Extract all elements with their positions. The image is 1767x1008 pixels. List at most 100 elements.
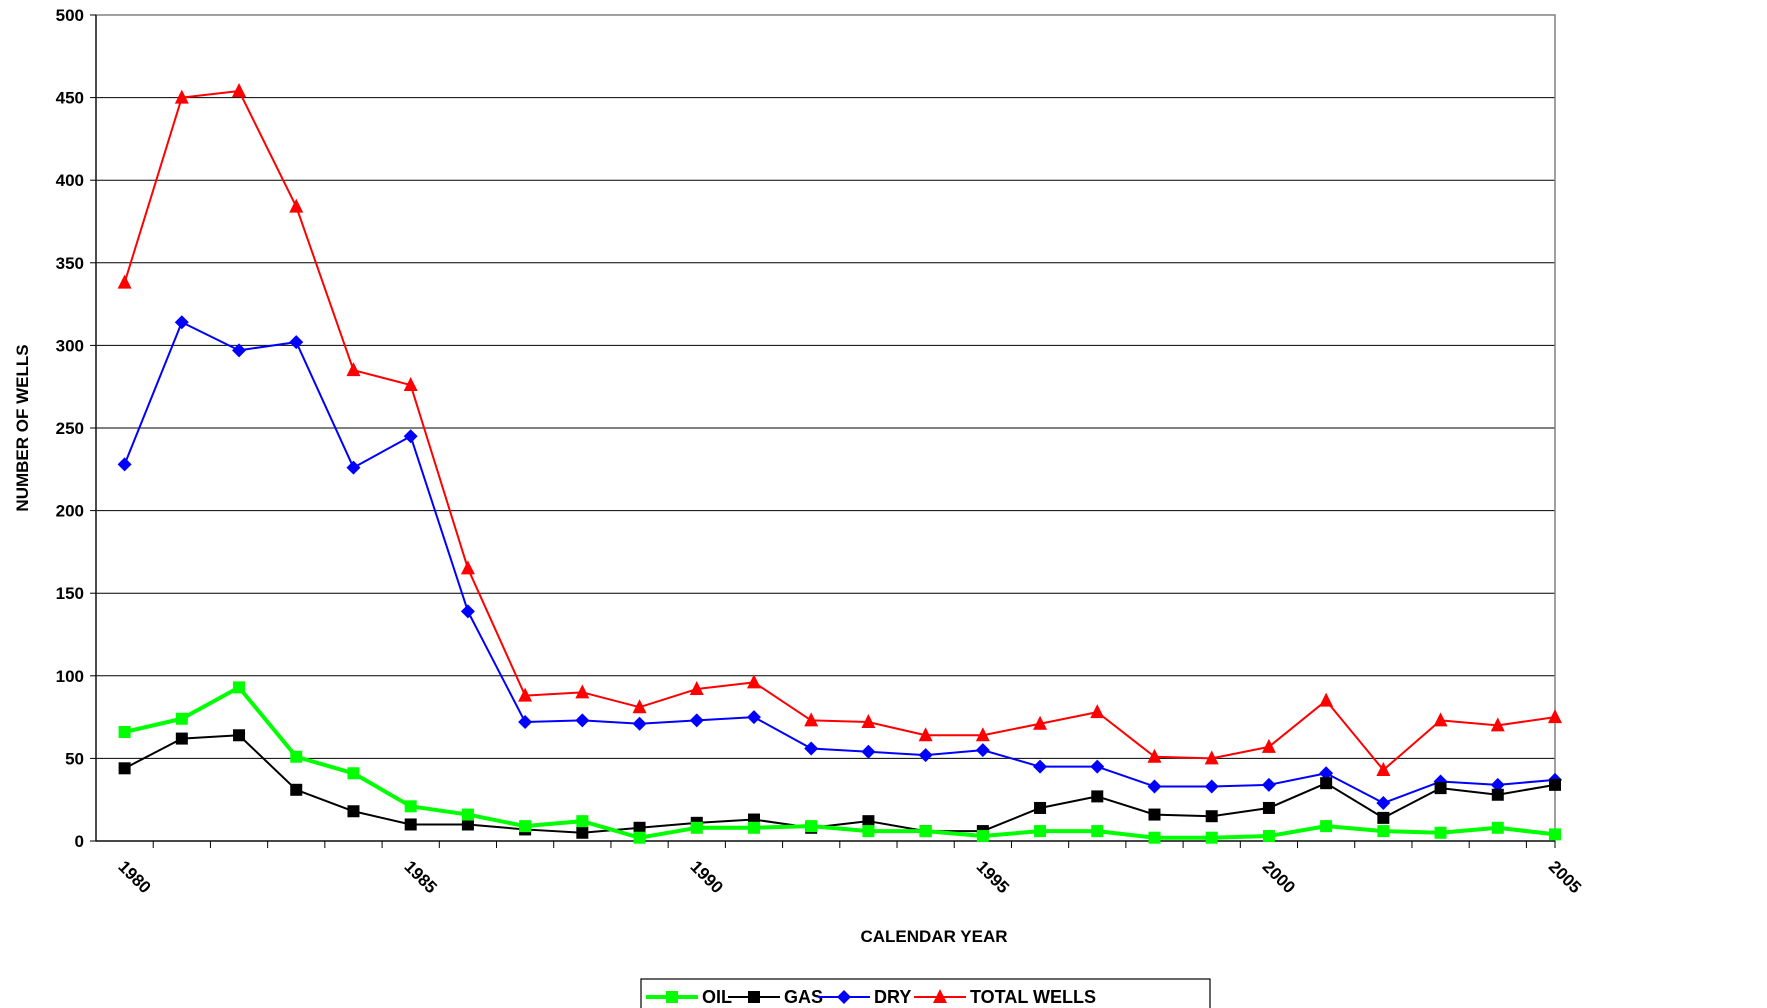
data-point-dry-1981: [174, 315, 189, 330]
legend-item-dry: DRY: [818, 987, 911, 1007]
data-point-total-wells-2000: [1261, 738, 1276, 753]
y-tick-label-400: 400: [56, 171, 84, 190]
data-point-total-wells-1998: [1147, 748, 1162, 763]
legend-label-oil: OIL: [702, 987, 732, 1007]
data-point-oil-1999: [1205, 831, 1218, 844]
data-point-total-wells-2002: [1376, 761, 1391, 776]
legend-marker-oil: [666, 991, 678, 1003]
data-point-total-wells-1983: [289, 198, 304, 213]
data-point-oil-1984: [347, 767, 360, 780]
data-point-oil-1985: [404, 800, 417, 813]
data-point-oil-1993: [862, 825, 875, 838]
data-point-gas-1999: [1205, 810, 1218, 823]
series-dry: [117, 315, 1562, 811]
data-point-gas-1982: [233, 729, 246, 742]
data-point-gas-1985: [404, 818, 417, 831]
data-point-oil-1998: [1148, 831, 1161, 844]
y-tick-label-350: 350: [56, 254, 84, 273]
data-point-total-wells-1995: [975, 727, 990, 742]
data-point-total-wells-2003: [1433, 712, 1448, 727]
data-point-gas-1997: [1091, 790, 1104, 803]
data-point-total-wells-1980: [117, 274, 132, 289]
x-tick-label-1980: 1980: [114, 857, 154, 897]
data-point-dry-1998: [1147, 779, 1162, 794]
data-point-oil-1982: [233, 681, 246, 694]
legend-label-total-wells: TOTAL WELLS: [970, 987, 1096, 1007]
data-point-gas-1988: [576, 826, 589, 839]
data-point-oil-1996: [1034, 825, 1047, 838]
y-tick-label-0: 0: [75, 832, 84, 851]
data-point-oil-1983: [290, 750, 303, 763]
data-point-oil-2001: [1320, 820, 1333, 833]
x-axis: 1980 1985 1990 1995 2000 2005: [96, 840, 1585, 897]
data-point-gas-2001: [1320, 777, 1333, 790]
data-point-dry-2000: [1261, 777, 1276, 792]
data-point-oil-1980: [118, 725, 131, 738]
series-line-dry: [123, 321, 1556, 805]
legend-item-oil: OIL: [646, 987, 732, 1007]
legend: OIL GAS DRY TOTAL WELLS: [640, 978, 1211, 1008]
data-point-gas-2000: [1262, 801, 1275, 814]
data-point-gas-2003: [1434, 782, 1447, 795]
data-point-oil-2005: [1549, 828, 1561, 841]
series-line-total-wells: [123, 89, 1556, 771]
data-point-dry-1999: [1204, 779, 1219, 794]
data-point-total-wells-1990: [689, 681, 704, 696]
y-tick-label-300: 300: [56, 336, 84, 355]
data-point-total-wells-1987: [518, 687, 533, 702]
data-point-dry-2002: [1376, 796, 1391, 811]
data-point-oil-1981: [175, 712, 188, 725]
data-point-dry-1982: [232, 343, 247, 358]
data-point-total-wells-1997: [1090, 704, 1105, 719]
data-point-dry-1992: [804, 741, 819, 756]
data-point-oil-1990: [690, 821, 703, 834]
data-point-total-wells-1982: [232, 82, 247, 97]
data-point-gas-1981: [175, 732, 188, 745]
legend-marker-gas: [748, 991, 760, 1003]
data-point-total-wells-1985: [403, 377, 418, 392]
data-point-dry-1996: [1033, 759, 1048, 774]
x-tick-label-2005: 2005: [1545, 857, 1585, 897]
data-point-dry-2001: [1319, 766, 1334, 781]
data-point-total-wells-1991: [746, 674, 761, 689]
data-point-gas-1993: [862, 815, 875, 828]
data-point-gas-1986: [461, 818, 474, 831]
series-line-gas: [124, 734, 1556, 834]
x-tick-label-1995: 1995: [973, 857, 1013, 897]
data-point-total-wells-2004: [1490, 717, 1505, 732]
y-tick-label-250: 250: [56, 419, 84, 438]
y-tick-label-200: 200: [56, 502, 84, 521]
data-point-gas-2002: [1377, 811, 1390, 824]
data-point-dry-2004: [1490, 777, 1505, 792]
data-point-oil-1997: [1091, 825, 1104, 838]
data-point-dry-1986: [460, 604, 475, 619]
data-point-total-wells-1984: [346, 362, 361, 377]
data-point-gas-2005: [1549, 778, 1561, 791]
y-axis-title: NUMBER OF WELLS: [13, 344, 32, 511]
data-point-gas-1984: [347, 805, 360, 818]
data-point-gas-1996: [1034, 801, 1047, 814]
data-point-gas-1989: [633, 821, 646, 834]
data-point-dry-1993: [861, 744, 876, 759]
data-point-dry-1984: [346, 460, 361, 475]
data-point-dry-1987: [518, 715, 533, 730]
data-point-dry-1983: [289, 335, 304, 350]
data-point-dry-1988: [575, 713, 590, 728]
data-point-total-wells-1988: [575, 684, 590, 699]
gridlines: [96, 97, 1555, 759]
data-point-oil-1987: [519, 820, 532, 833]
x-tick-label-1990: 1990: [687, 857, 727, 897]
series-oil: [118, 681, 1561, 844]
data-point-gas-2004: [1491, 788, 1504, 801]
x-tick-label-2000: 2000: [1259, 857, 1299, 897]
y-tick-label-150: 150: [56, 584, 84, 603]
data-point-total-wells-2005: [1548, 709, 1562, 724]
x-axis-title: CALENDAR YEAR: [860, 927, 1007, 946]
data-point-oil-2003: [1434, 826, 1447, 839]
data-point-total-wells-1986: [460, 560, 475, 575]
data-point-oil-2000: [1262, 830, 1275, 843]
legend-label-dry: DRY: [874, 987, 911, 1007]
data-point-total-wells-1992: [804, 712, 819, 727]
legend-box: [640, 978, 1211, 1008]
